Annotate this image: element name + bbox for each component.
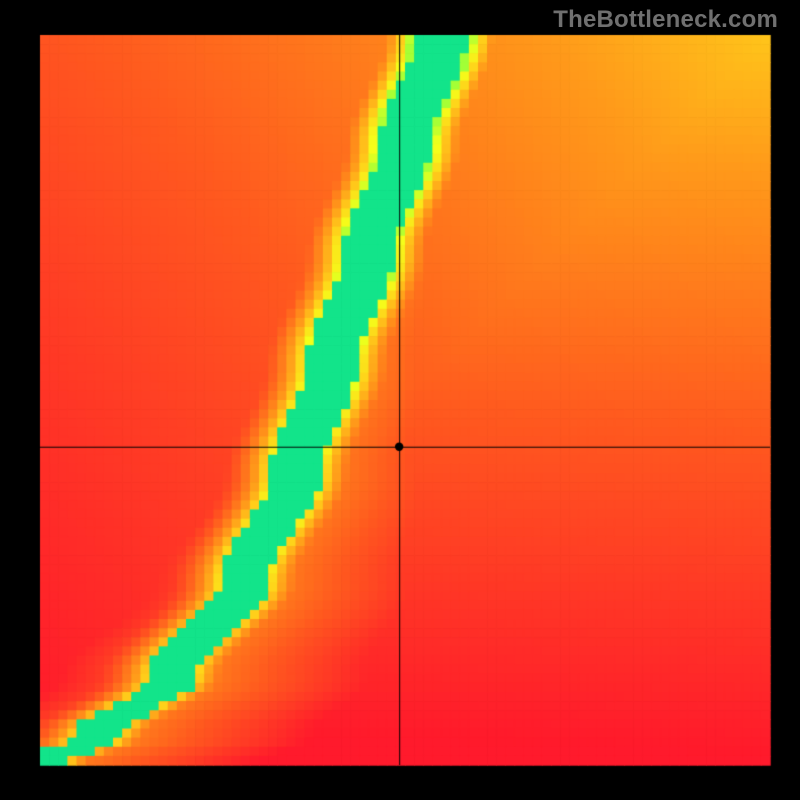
- bottleneck-heatmap: [0, 0, 800, 800]
- watermark-text: TheBottleneck.com: [553, 6, 778, 34]
